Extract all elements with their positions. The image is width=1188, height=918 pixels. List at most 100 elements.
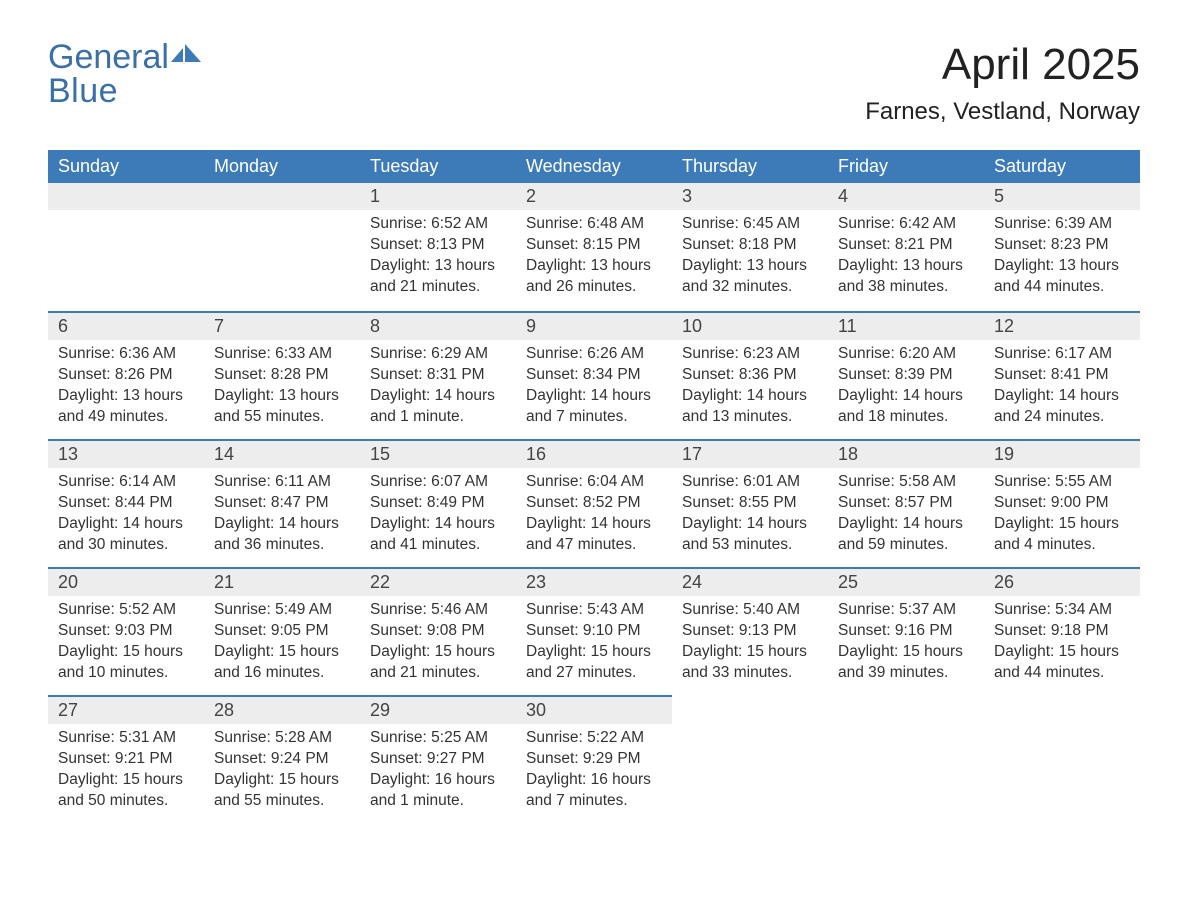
sunrise-line: Sunrise: 6:39 AM <box>994 214 1130 235</box>
sunset-line: Sunset: 8:13 PM <box>370 235 506 256</box>
calendar-cell: 28Sunrise: 5:28 AMSunset: 9:24 PMDayligh… <box>204 695 360 823</box>
sunrise-line: Sunrise: 6:42 AM <box>838 214 974 235</box>
sunrise-line: Sunrise: 6:45 AM <box>682 214 818 235</box>
calendar-cell: 25Sunrise: 5:37 AMSunset: 9:16 PMDayligh… <box>828 567 984 695</box>
sunset-line: Sunset: 8:23 PM <box>994 235 1130 256</box>
sunrise-line: Sunrise: 6:48 AM <box>526 214 662 235</box>
day-content: Sunrise: 6:17 AMSunset: 8:41 PMDaylight:… <box>984 340 1140 436</box>
daylight-line: Daylight: 13 hours and 49 minutes. <box>58 386 194 428</box>
day-content: Sunrise: 6:07 AMSunset: 8:49 PMDaylight:… <box>360 468 516 564</box>
calendar-cell: 15Sunrise: 6:07 AMSunset: 8:49 PMDayligh… <box>360 439 516 567</box>
calendar-body: 1Sunrise: 6:52 AMSunset: 8:13 PMDaylight… <box>48 183 1140 823</box>
daylight-line: Daylight: 15 hours and 39 minutes. <box>838 642 974 684</box>
daylight-line: Daylight: 13 hours and 44 minutes. <box>994 256 1130 298</box>
calendar-cell: 22Sunrise: 5:46 AMSunset: 9:08 PMDayligh… <box>360 567 516 695</box>
day-content: Sunrise: 5:40 AMSunset: 9:13 PMDaylight:… <box>672 596 828 692</box>
daylight-line: Daylight: 15 hours and 33 minutes. <box>682 642 818 684</box>
day-number: 19 <box>984 439 1140 468</box>
calendar-cell: 2Sunrise: 6:48 AMSunset: 8:15 PMDaylight… <box>516 183 672 311</box>
daylight-line: Daylight: 14 hours and 59 minutes. <box>838 514 974 556</box>
sunset-line: Sunset: 9:05 PM <box>214 621 350 642</box>
sunset-line: Sunset: 9:08 PM <box>370 621 506 642</box>
sunrise-line: Sunrise: 5:22 AM <box>526 728 662 749</box>
sunset-line: Sunset: 8:36 PM <box>682 365 818 386</box>
sunset-line: Sunset: 9:03 PM <box>58 621 194 642</box>
sunrise-line: Sunrise: 6:26 AM <box>526 344 662 365</box>
sunset-line: Sunset: 8:28 PM <box>214 365 350 386</box>
daylight-line: Daylight: 15 hours and 4 minutes. <box>994 514 1130 556</box>
sunrise-line: Sunrise: 5:55 AM <box>994 472 1130 493</box>
day-content: Sunrise: 6:36 AMSunset: 8:26 PMDaylight:… <box>48 340 204 436</box>
day-content: Sunrise: 5:52 AMSunset: 9:03 PMDaylight:… <box>48 596 204 692</box>
daylight-line: Daylight: 15 hours and 44 minutes. <box>994 642 1130 684</box>
day-header: Friday <box>828 150 984 183</box>
calendar-cell: 27Sunrise: 5:31 AMSunset: 9:21 PMDayligh… <box>48 695 204 823</box>
sunrise-line: Sunrise: 6:52 AM <box>370 214 506 235</box>
daylight-line: Daylight: 14 hours and 13 minutes. <box>682 386 818 428</box>
day-number: 16 <box>516 439 672 468</box>
daylight-line: Daylight: 13 hours and 26 minutes. <box>526 256 662 298</box>
day-content: Sunrise: 5:55 AMSunset: 9:00 PMDaylight:… <box>984 468 1140 564</box>
sunset-line: Sunset: 8:52 PM <box>526 493 662 514</box>
calendar-cell: 20Sunrise: 5:52 AMSunset: 9:03 PMDayligh… <box>48 567 204 695</box>
title-block: April 2025 Farnes, Vestland, Norway <box>865 40 1140 126</box>
calendar-cell: 10 Sunrise: 6:23 AMSunset: 8:36 PMDayligh… <box>672 311 828 439</box>
location-subtitle: Farnes, Vestland, Norway <box>865 98 1140 126</box>
day-number: 7 <box>204 311 360 340</box>
day-content: Sunrise: 5:28 AMSunset: 9:24 PMDaylight:… <box>204 724 360 820</box>
sunrise-line: Sunrise: 6:36 AM <box>58 344 194 365</box>
sunset-line: Sunset: 8:55 PM <box>682 493 818 514</box>
daylight-line: Daylight: 14 hours and 30 minutes. <box>58 514 194 556</box>
calendar-week-row: 1Sunrise: 6:52 AMSunset: 8:13 PMDaylight… <box>48 183 1140 311</box>
day-number: 22 <box>360 567 516 596</box>
daylight-line: Daylight: 14 hours and 41 minutes. <box>370 514 506 556</box>
day-content: Sunrise: 6:52 AMSunset: 8:13 PMDaylight:… <box>360 210 516 306</box>
sunrise-line: Sunrise: 5:25 AM <box>370 728 506 749</box>
sunrise-line: Sunrise: 5:37 AM <box>838 600 974 621</box>
sunset-line: Sunset: 9:18 PM <box>994 621 1130 642</box>
sunset-line: Sunset: 9:21 PM <box>58 749 194 770</box>
day-header: Saturday <box>984 150 1140 183</box>
day-content: Sunrise: 5:43 AMSunset: 9:10 PMDaylight:… <box>516 596 672 692</box>
sunset-line: Sunset: 9:24 PM <box>214 749 350 770</box>
day-number: 9 <box>516 311 672 340</box>
daylight-line: Daylight: 14 hours and 24 minutes. <box>994 386 1130 428</box>
day-content: Sunrise: 5:49 AMSunset: 9:05 PMDaylight:… <box>204 596 360 692</box>
sunrise-line: Sunrise: 5:58 AM <box>838 472 974 493</box>
calendar-header-row: SundayMondayTuesdayWednesdayThursdayFrid… <box>48 150 1140 183</box>
daylight-line: Daylight: 14 hours and 18 minutes. <box>838 386 974 428</box>
sunrise-line: Sunrise: 5:31 AM <box>58 728 194 749</box>
day-number: 1 <box>360 183 516 210</box>
calendar-cell: 13Sunrise: 6:14 AMSunset: 8:44 PMDayligh… <box>48 439 204 567</box>
day-content: Sunrise: 6:11 AMSunset: 8:47 PMDaylight:… <box>204 468 360 564</box>
calendar-table: SundayMondayTuesdayWednesdayThursdayFrid… <box>48 150 1140 823</box>
day-number: 20 <box>48 567 204 596</box>
daylight-line: Daylight: 13 hours and 38 minutes. <box>838 256 974 298</box>
sunset-line: Sunset: 8:18 PM <box>682 235 818 256</box>
day-number: 10 <box>672 311 828 340</box>
day-number: 12 <box>984 311 1140 340</box>
logo-text: General Blue <box>48 40 169 108</box>
day-content: Sunrise: 5:31 AMSunset: 9:21 PMDaylight:… <box>48 724 204 820</box>
day-content: Sunrise: 6:20 AMSunset: 8:39 PMDaylight:… <box>828 340 984 436</box>
day-content: Sunrise: 6:26 AMSunset: 8:34 PMDaylight:… <box>516 340 672 436</box>
calendar-week-row: 13Sunrise: 6:14 AMSunset: 8:44 PMDayligh… <box>48 439 1140 567</box>
calendar-cell: 5Sunrise: 6:39 AMSunset: 8:23 PMDaylight… <box>984 183 1140 311</box>
day-header: Monday <box>204 150 360 183</box>
calendar-cell: 1Sunrise: 6:52 AMSunset: 8:13 PMDaylight… <box>360 183 516 311</box>
daylight-line: Daylight: 15 hours and 10 minutes. <box>58 642 194 684</box>
calendar-cell: 18Sunrise: 5:58 AMSunset: 8:57 PMDayligh… <box>828 439 984 567</box>
daylight-line: Daylight: 14 hours and 7 minutes. <box>526 386 662 428</box>
sunset-line: Sunset: 8:47 PM <box>214 493 350 514</box>
sunrise-line: Sunrise: 5:52 AM <box>58 600 194 621</box>
sunrise-line: Sunrise: 6:23 AM <box>682 344 818 365</box>
daylight-line: Daylight: 14 hours and 47 minutes. <box>526 514 662 556</box>
day-content: Sunrise: 6:04 AMSunset: 8:52 PMDaylight:… <box>516 468 672 564</box>
day-number: 28 <box>204 695 360 724</box>
day-number: 25 <box>828 567 984 596</box>
sunrise-line: Sunrise: 5:43 AM <box>526 600 662 621</box>
sunrise-line: Sunrise: 6:11 AM <box>214 472 350 493</box>
daylight-line: Daylight: 16 hours and 7 minutes. <box>526 770 662 812</box>
day-content: Sunrise: 6:39 AMSunset: 8:23 PMDaylight:… <box>984 210 1140 306</box>
daylight-line: Daylight: 14 hours and 1 minute. <box>370 386 506 428</box>
